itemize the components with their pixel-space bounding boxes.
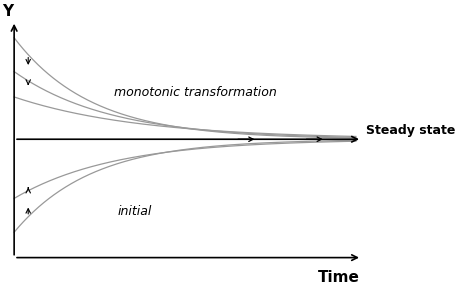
Text: monotonic transformation: monotonic transformation	[114, 86, 276, 99]
Text: initial: initial	[118, 204, 152, 218]
Text: Steady state: Steady state	[366, 124, 456, 137]
Text: Y: Y	[2, 4, 14, 19]
Text: Time: Time	[318, 270, 360, 285]
